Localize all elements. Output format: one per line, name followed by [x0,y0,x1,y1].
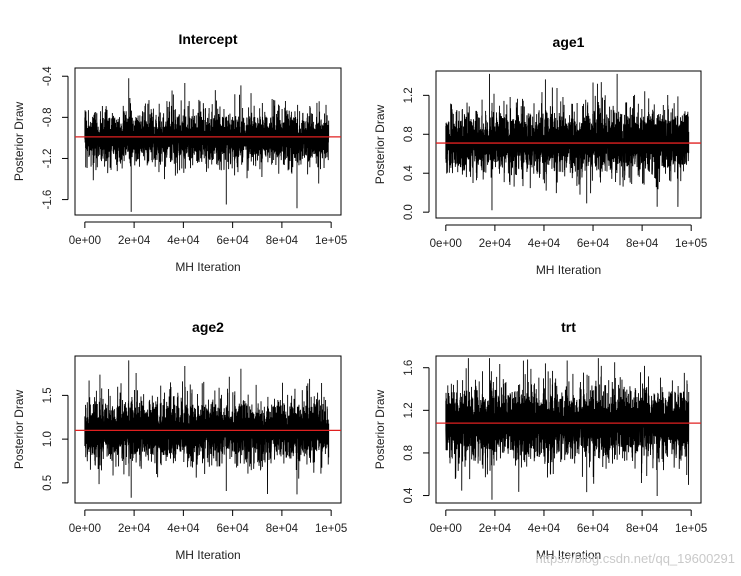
y-axis-title: Posterior Draw [12,101,26,181]
y-axis: 0.5 1.0 1.5 Posterior Draw [12,387,69,491]
x-tick-label: 6e+04 [577,238,610,250]
x-tick-label: 2e+04 [118,235,151,247]
panel-title: trt [561,319,576,335]
plot-frame [74,67,342,216]
trace-panel-1: Intercept 0e+00 2e+04 4e+04 6e+04 8e+04 1e+05 M… [12,31,347,274]
y-axis-title: Posterior Draw [373,389,387,469]
y-tick-label: -1.6 [42,190,54,210]
x-tick-label: 4e+04 [528,238,561,250]
plot-frame [435,355,702,504]
y-tick-label: -0.4 [42,66,54,86]
x-tick-label: 1e+05 [675,523,707,535]
x-tick-label: 0e+00 [430,238,462,250]
trace-line [84,78,330,212]
y-tick-label: -0.8 [42,107,54,127]
y-tick-label: 0.8 [403,126,415,142]
trace-panel-4: trt 0e+00 2e+04 4e+04 6e+04 8e+04 1e+05 MH Iter… [373,319,707,562]
x-tick-label: 8e+04 [626,523,659,535]
y-axis-title: Posterior Draw [373,104,387,184]
trace-line [445,73,690,211]
y-tick-label: 1.6 [403,360,415,376]
x-axis-title: MH Iteration [175,260,240,274]
y-axis-title: Posterior Draw [12,389,26,469]
plot-frame [435,70,702,219]
x-tick-label: 6e+04 [577,523,610,535]
y-axis: 0.4 0.8 1.2 1.6 Posterior Draw [373,360,430,504]
x-tick-label: 0e+00 [430,523,462,535]
x-axis: 0e+00 2e+04 4e+04 6e+04 8e+04 1e+05 MH Iterati… [430,509,707,562]
x-axis-title: MH Iteration [175,548,240,562]
x-axis: 0e+00 2e+04 4e+04 6e+04 8e+04 1e+05 MH Iterati… [430,224,707,277]
x-axis-title: MH Iteration [536,548,601,562]
panel-title: age1 [553,34,585,50]
x-tick-label: 6e+04 [216,235,249,247]
watermark: https://blog.csdn.net/qq_19600291 [536,551,736,566]
x-tick-label: 8e+04 [266,523,299,535]
y-axis: 0.0 0.4 0.8 1.2 Posterior Draw [373,87,430,220]
x-tick-label: 0e+00 [69,235,101,247]
y-tick-label: 1.2 [403,87,415,103]
trace-panel-2: age1 0e+00 2e+04 4e+04 6e+04 8e+04 1e+05 MH Ite… [373,34,707,277]
x-tick-label: 4e+04 [167,523,200,535]
x-tick-label: 1e+05 [315,523,347,535]
x-tick-label: 1e+05 [315,235,347,247]
x-tick-label: 8e+04 [266,235,299,247]
plot-frame [74,355,342,504]
trace-panel-3: age2 0e+00 2e+04 4e+04 6e+04 8e+04 1e+05 MH Ite… [12,319,347,562]
x-tick-label: 1e+05 [675,238,707,250]
y-tick-label: 1.2 [403,402,415,418]
panel-title: Intercept [178,31,237,47]
x-tick-label: 0e+00 [69,523,101,535]
panel-title: age2 [192,319,224,335]
y-tick-label: 1.5 [42,387,54,403]
x-axis: 0e+00 2e+04 4e+04 6e+04 8e+04 1e+05 MH Iterati… [69,221,347,274]
x-tick-label: 6e+04 [216,523,249,535]
x-tick-label: 2e+04 [118,523,151,535]
x-tick-label: 2e+04 [479,238,512,250]
x-tick-label: 2e+04 [479,523,512,535]
y-tick-label: 0.8 [403,445,415,461]
y-axis: -0.4 -0.8 -1.2 -1.6 Posterior Draw [12,66,69,210]
y-tick-label: 0.4 [403,487,415,504]
y-tick-label: 0.5 [42,475,54,491]
y-tick-label: -1.2 [42,149,54,169]
trace-line [84,360,330,498]
x-axis: 0e+00 2e+04 4e+04 6e+04 8e+04 1e+05 MH Iterati… [69,509,347,562]
x-tick-label: 4e+04 [528,523,561,535]
x-tick-label: 4e+04 [167,235,200,247]
trace-line [445,358,690,500]
x-axis-title: MH Iteration [536,263,601,277]
x-tick-label: 8e+04 [626,238,659,250]
y-tick-label: 0.0 [403,204,415,220]
y-tick-label: 1.0 [42,431,54,447]
y-tick-label: 0.4 [403,165,415,182]
